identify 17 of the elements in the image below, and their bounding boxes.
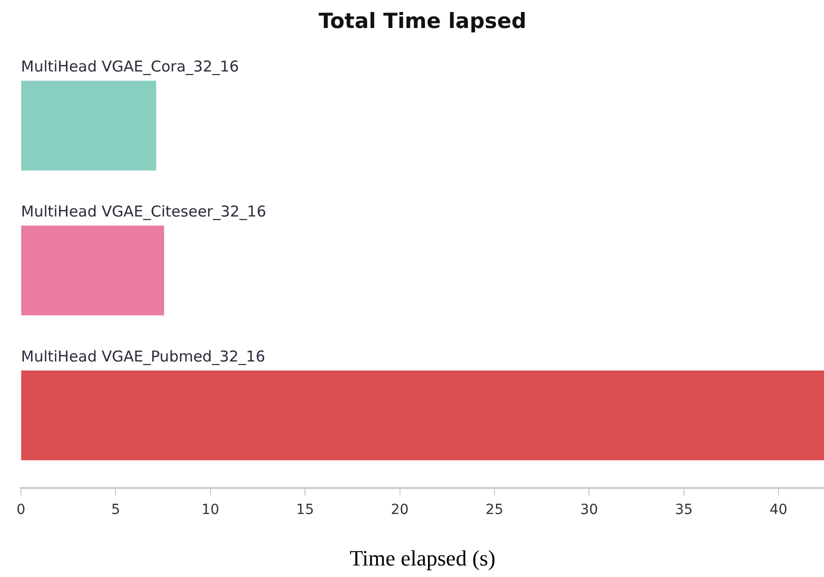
x-tick-label: 25 [486, 502, 504, 518]
y-tick-label: MultiHead VGAE_Citeseer_32_16 [21, 202, 266, 220]
x-tick-label: 10 [201, 502, 220, 518]
x-tick-label: 30 [580, 502, 598, 518]
bar [21, 80, 156, 170]
bar [21, 370, 824, 460]
x-tick-label: 35 [674, 502, 693, 518]
y-tick-label: MultiHead VGAE_Cora_32_16 [21, 58, 239, 76]
x-tick-label: 15 [296, 502, 314, 518]
x-tick-label: 5 [111, 502, 120, 518]
x-tick-label: 20 [390, 502, 409, 518]
x-tick-label: 0 [16, 502, 26, 518]
text: Total Time lapsed [318, 9, 526, 34]
bar [21, 226, 164, 316]
x-axis-title: Time elapsed (s) [350, 546, 496, 571]
x-tick-label: 40 [770, 502, 788, 518]
y-tick-label: MultiHead VGAE_Pubmed_32_16 [21, 347, 266, 366]
